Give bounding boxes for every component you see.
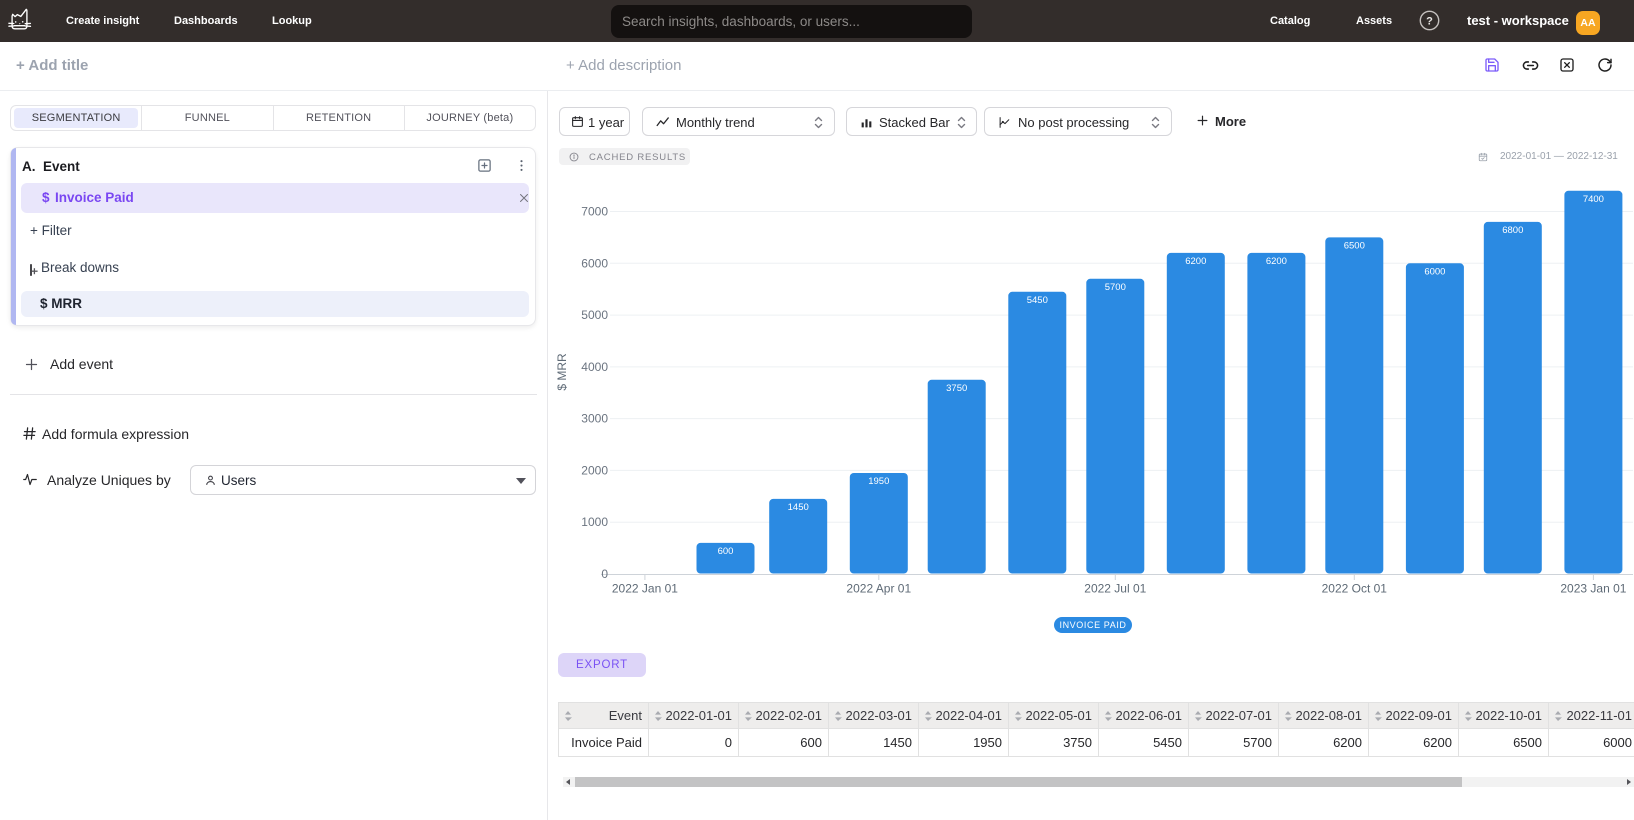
svg-text:6000: 6000 [581, 256, 608, 270]
svg-text:6200: 6200 [1266, 256, 1287, 267]
svg-text:1950: 1950 [868, 476, 889, 487]
svg-text:4000: 4000 [581, 360, 608, 374]
svg-text:6500: 6500 [1344, 240, 1365, 251]
svg-text:2022 Oct 01: 2022 Oct 01 [1322, 582, 1388, 596]
svg-text:2000: 2000 [581, 463, 608, 477]
svg-text:3750: 3750 [946, 383, 967, 394]
svg-text:5700: 5700 [1105, 282, 1126, 293]
svg-text:2022 Jul 01: 2022 Jul 01 [1084, 582, 1146, 596]
svg-text:5450: 5450 [1027, 295, 1048, 306]
svg-text:0: 0 [601, 567, 608, 581]
svg-text:?: ? [1426, 15, 1433, 27]
svg-text:7000: 7000 [581, 205, 608, 219]
svg-text:5000: 5000 [581, 308, 608, 322]
svg-text:2022 Apr 01: 2022 Apr 01 [846, 582, 911, 596]
svg-text:6800: 6800 [1502, 225, 1523, 236]
svg-text:1000: 1000 [581, 515, 608, 529]
svg-text:2022 Jan 01: 2022 Jan 01 [612, 582, 678, 596]
svg-text:6000: 6000 [1424, 266, 1445, 277]
svg-text:1450: 1450 [788, 502, 809, 513]
svg-text:7400: 7400 [1583, 194, 1604, 205]
svg-text:3000: 3000 [581, 412, 608, 426]
svg-text:600: 600 [718, 546, 734, 557]
svg-text:$ MRR: $ MRR [555, 353, 569, 391]
svg-text:6200: 6200 [1185, 256, 1206, 267]
svg-text:2023 Jan 01: 2023 Jan 01 [1560, 582, 1626, 596]
